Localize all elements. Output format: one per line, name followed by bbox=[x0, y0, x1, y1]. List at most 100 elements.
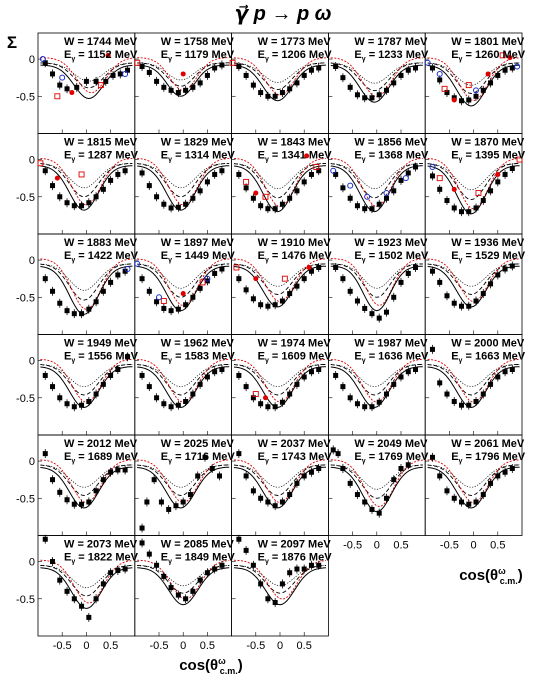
model-curve-red bbox=[233, 57, 327, 96]
model-curve-red bbox=[40, 358, 133, 403]
data-point bbox=[265, 596, 271, 602]
y-tick-label: 0 bbox=[29, 255, 35, 267]
data-point bbox=[301, 566, 307, 572]
data-point bbox=[258, 90, 264, 96]
alt-data-point bbox=[475, 190, 482, 197]
x-tick-label: -0.5 bbox=[53, 640, 72, 652]
data-point bbox=[139, 372, 145, 378]
model-curve-red bbox=[427, 157, 520, 210]
data-point bbox=[398, 466, 404, 471]
data-point bbox=[139, 525, 145, 531]
data-point bbox=[308, 268, 314, 274]
y-tick-label: -0.5 bbox=[16, 594, 35, 606]
data-point bbox=[429, 65, 435, 71]
data-point bbox=[340, 75, 346, 81]
alt-data-point bbox=[69, 90, 75, 96]
data-point bbox=[64, 308, 70, 314]
alt-data-point bbox=[233, 264, 240, 271]
alt-data-point bbox=[122, 70, 129, 77]
data-point bbox=[294, 283, 300, 289]
x-tick-label: -0.5 bbox=[343, 540, 362, 552]
data-point bbox=[376, 399, 382, 405]
data-point bbox=[183, 596, 189, 602]
data-point bbox=[110, 72, 116, 78]
model-curve-dashed bbox=[137, 162, 230, 198]
data-point bbox=[125, 354, 131, 360]
model-curve-red bbox=[40, 57, 133, 94]
data-point bbox=[57, 489, 63, 495]
data-point bbox=[258, 495, 264, 501]
panel-label-w: W = 1773 MeV bbox=[258, 36, 332, 48]
data-point bbox=[495, 179, 501, 185]
model-curve-red bbox=[233, 459, 327, 504]
data-point bbox=[197, 285, 203, 291]
x-tick-label: 0 bbox=[180, 640, 186, 652]
data-point bbox=[488, 281, 494, 287]
y-tick-label: -0.5 bbox=[16, 292, 35, 304]
data-point bbox=[287, 86, 293, 92]
data-point bbox=[308, 469, 314, 475]
model-curve-dotted bbox=[427, 364, 520, 388]
model-curve-dashed bbox=[137, 263, 230, 298]
data-point bbox=[444, 391, 450, 397]
data-point bbox=[444, 198, 450, 203]
data-point bbox=[64, 588, 70, 594]
data-point bbox=[93, 299, 99, 305]
data-point bbox=[57, 194, 63, 200]
model-curve-red bbox=[427, 358, 520, 403]
data-point bbox=[354, 401, 360, 407]
model-curve-dashed bbox=[330, 363, 423, 396]
model-curve-dashed bbox=[330, 464, 423, 499]
data-point bbox=[316, 466, 322, 471]
panel-label-e: Eγ = 1395 MeV bbox=[451, 150, 526, 164]
alt-data-point bbox=[160, 298, 167, 304]
data-point bbox=[50, 183, 56, 189]
data-point bbox=[115, 567, 121, 573]
data-point bbox=[376, 92, 382, 98]
data-point bbox=[347, 195, 353, 201]
data-point bbox=[383, 495, 389, 501]
data-point bbox=[354, 203, 360, 209]
data-point bbox=[236, 64, 242, 69]
data-point bbox=[190, 294, 196, 300]
data-point bbox=[79, 501, 85, 507]
data-point bbox=[287, 570, 293, 576]
data-point bbox=[451, 399, 457, 404]
data-point bbox=[79, 402, 85, 408]
panel-label-e: Eγ = 1716 MeV bbox=[161, 451, 236, 465]
data-point bbox=[93, 194, 99, 200]
data-point bbox=[335, 451, 341, 457]
model-curve-solid bbox=[137, 265, 230, 312]
data-point bbox=[287, 291, 293, 297]
model-curve-dotted bbox=[137, 263, 230, 289]
data-point bbox=[103, 78, 109, 84]
alt-data-point bbox=[451, 97, 457, 103]
model-curve-dotted bbox=[330, 263, 423, 289]
model-curve-red bbox=[427, 459, 520, 504]
data-point bbox=[236, 536, 242, 542]
data-point bbox=[115, 272, 121, 278]
panel-label-e: Eγ = 1876 MeV bbox=[258, 552, 333, 566]
data-point bbox=[502, 469, 508, 475]
data-point bbox=[398, 72, 404, 78]
data-point bbox=[362, 499, 368, 505]
data-point bbox=[83, 78, 89, 84]
data-point bbox=[197, 381, 203, 387]
data-point bbox=[93, 488, 99, 494]
data-point bbox=[398, 177, 404, 183]
data-point bbox=[340, 466, 346, 471]
data-point bbox=[294, 188, 300, 194]
data-point bbox=[369, 506, 375, 512]
data-point bbox=[115, 467, 121, 473]
data-point bbox=[459, 499, 464, 505]
data-point bbox=[190, 391, 196, 397]
alt-data-point bbox=[252, 391, 259, 398]
data-point bbox=[340, 185, 346, 191]
data-point bbox=[79, 203, 85, 209]
